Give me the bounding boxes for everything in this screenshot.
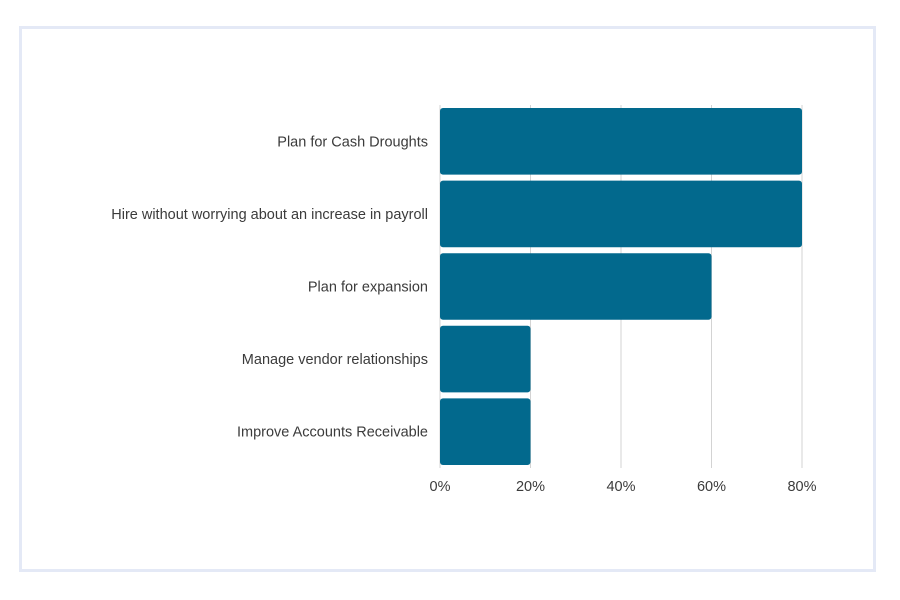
x-tick-label: 20% bbox=[516, 479, 545, 495]
x-tick-label: 40% bbox=[606, 479, 635, 495]
category-label: Manage vendor relationships bbox=[242, 352, 428, 368]
category-labels: Plan for Cash Droughts Hire without worry… bbox=[111, 134, 428, 440]
category-label: Hire without worrying about an increase … bbox=[111, 207, 428, 223]
bars bbox=[440, 108, 802, 465]
x-tick-label: 80% bbox=[787, 479, 816, 495]
x-axis-ticks: 0% 20% 40% 60% 80% bbox=[430, 479, 817, 495]
bar bbox=[440, 325, 531, 393]
bar bbox=[440, 253, 712, 320]
category-label: Plan for Cash Droughts bbox=[277, 134, 428, 150]
x-tick-label: 0% bbox=[430, 479, 451, 495]
category-label: Plan for expansion bbox=[308, 280, 428, 296]
bar bbox=[440, 180, 802, 248]
category-label: Improve Accounts Receivable bbox=[237, 425, 428, 441]
x-tick-label: 60% bbox=[697, 479, 726, 495]
bar bbox=[440, 398, 531, 465]
bar bbox=[440, 108, 802, 175]
